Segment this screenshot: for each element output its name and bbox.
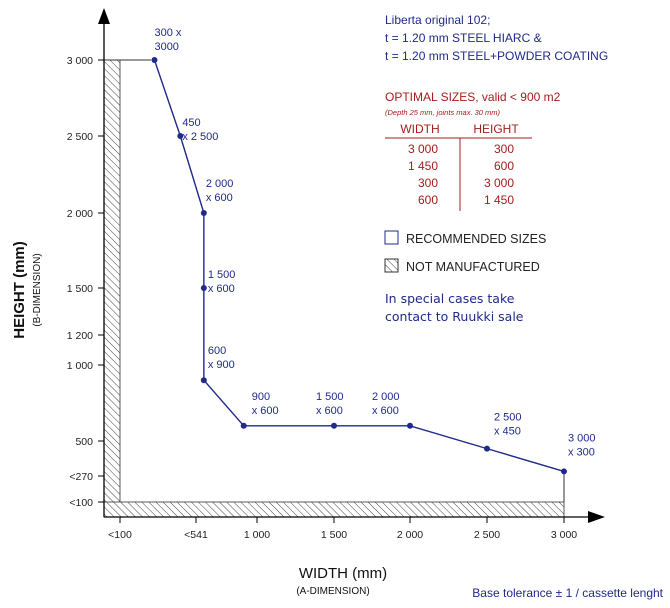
- legend-recommended-swatch: [384, 230, 399, 245]
- note-line-1: In special cases take: [385, 291, 515, 306]
- optimal-rows: 3 000 300 1 450 600 300 3 000 600 1 450: [408, 142, 514, 207]
- legend-not-manufactured-label: NOT MANUFACTURED: [406, 260, 540, 274]
- x-tick-label: 2 500: [474, 529, 500, 541]
- data-point-label: x 600: [252, 405, 279, 417]
- footer-tolerance: Base tolerance ± 1 / cassette lenght: [472, 586, 663, 600]
- y-tick-label: 1 500: [67, 283, 93, 295]
- optimal-height-cell: 3 000: [484, 176, 514, 190]
- x-tick-label: <541: [184, 529, 208, 541]
- x-tick-label: 1 500: [321, 529, 347, 541]
- y-axis-arrow: [98, 8, 110, 24]
- data-point: [200, 377, 207, 384]
- optimal-col-width: WIDTH: [400, 122, 439, 136]
- series-layer: [151, 57, 567, 475]
- x-tick-label: 1 000: [244, 529, 270, 541]
- info-line-1: Liberta original 102;: [385, 13, 490, 27]
- data-point-label: 300 x: [154, 27, 181, 39]
- x-axis-arrow: [588, 511, 605, 523]
- y-tick-label: 3 000: [67, 55, 93, 67]
- y-tick-label: <270: [69, 471, 93, 483]
- data-point-label: 2 000: [372, 391, 400, 403]
- y-tick-label: 500: [75, 436, 93, 448]
- data-point-label: x 600: [208, 283, 235, 295]
- data-point-label: 2 500: [494, 412, 522, 424]
- optimal-height-cell: 1 450: [484, 193, 514, 207]
- data-point-label: x 600: [372, 405, 399, 417]
- not-manufactured-vertical-band: [103, 59, 121, 518]
- optimal-width-cell: 1 450: [408, 159, 438, 173]
- optimal-col-height: HEIGHT: [473, 122, 519, 136]
- info-line-3: t = 1.20 mm STEEL+POWDER COATING: [385, 49, 608, 63]
- data-point-label: 2 000: [206, 178, 234, 190]
- data-point-label: 600: [208, 345, 226, 357]
- legend-recommended-label: RECOMMENDED SIZES: [406, 232, 546, 246]
- optimal-subtitle: (Depth 25 mm, joints max. 30 mm): [385, 108, 501, 117]
- data-point: [407, 422, 413, 429]
- optimal-width-cell: 600: [418, 193, 438, 207]
- y-tick-label: 1 200: [67, 330, 93, 342]
- optimal-height-cell: 300: [494, 142, 514, 156]
- data-point-label: x 450: [494, 426, 521, 438]
- y-tick-label: <100: [69, 497, 93, 509]
- optimal-title: OPTIMAL SIZES, valid < 900 m2: [385, 90, 561, 104]
- y-tick-label: 1 000: [67, 360, 93, 372]
- data-point: [240, 422, 247, 429]
- x-tick-label: 2 000: [397, 529, 423, 541]
- data-point-label: 450: [182, 117, 200, 129]
- not-manufactured-horizontal-band: [103, 501, 565, 518]
- data-point-label: x 600: [316, 405, 343, 417]
- point-labels-layer: 300 x 3000 450 x 2 500 2 000 x 600 1 500 x 600 6…: [154, 27, 595, 458]
- data-point: [561, 468, 567, 475]
- data-point: [200, 210, 207, 216]
- x-axis-title: WIDTH (mm): [299, 565, 387, 582]
- optimal-width-cell: 300: [418, 176, 438, 190]
- optimal-width-cell: 3 000: [408, 142, 438, 156]
- data-point-label: x 900: [208, 359, 235, 371]
- series-line: [153, 59, 565, 473]
- note-line-2: contact to Ruukki sale: [385, 309, 524, 324]
- data-point-label: x 300: [568, 446, 595, 458]
- data-point-label: 900: [252, 391, 270, 403]
- data-point-label: x 600: [206, 192, 233, 204]
- data-point: [177, 133, 184, 139]
- data-point-label: 3000: [154, 41, 178, 53]
- x-tick-label: <100: [108, 529, 132, 541]
- info-line-2: t = 1.20 mm STEEL HIARC &: [385, 31, 542, 45]
- ticks-layer: <100 <270 500 1 000 1 200 1 500 2 000 2 500 3 00…: [67, 55, 578, 541]
- data-point: [331, 422, 337, 429]
- y-tick-label: 2 500: [67, 131, 93, 143]
- data-point-label: x 2 500: [182, 131, 218, 143]
- data-point-label: 3 000: [568, 432, 596, 444]
- optimal-height-cell: 600: [494, 159, 514, 173]
- data-point-label: 1 500: [316, 391, 344, 403]
- y-axis-subtitle: (B-DIMENSION): [32, 253, 43, 326]
- data-point-label: 1 500: [208, 269, 236, 281]
- legend-not-manufactured-swatch: [384, 258, 399, 273]
- x-axis-subtitle: (A-DIMENSION): [296, 586, 369, 597]
- data-point: [484, 445, 490, 452]
- y-axis-title: HEIGHT (mm): [11, 241, 28, 339]
- x-tick-label: 3 000: [551, 529, 577, 541]
- data-point: [200, 285, 207, 291]
- y-tick-label: 2 000: [67, 208, 93, 220]
- data-point: [151, 57, 158, 63]
